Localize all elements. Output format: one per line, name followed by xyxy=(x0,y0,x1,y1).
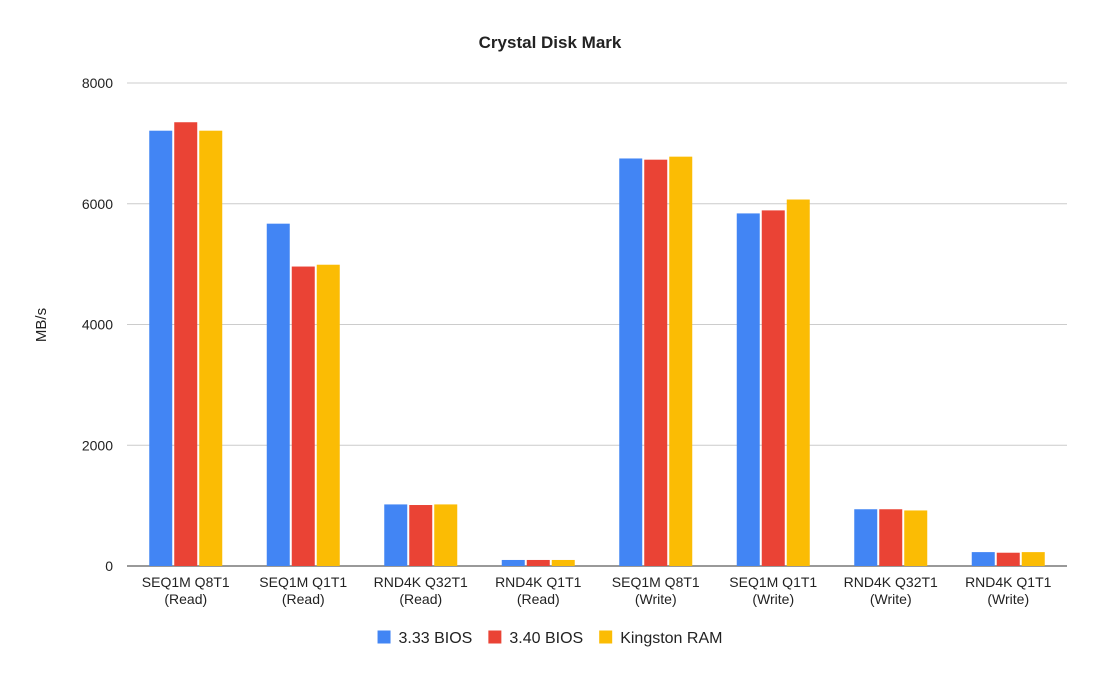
legend-label: 3.40 BIOS xyxy=(509,630,583,647)
x-tick-label: RND4K Q1T1 xyxy=(965,574,1052,590)
bar-3-40-bios-5 xyxy=(761,210,785,567)
bar-3-40-bios-7 xyxy=(996,552,1020,566)
y-tick-label: 2000 xyxy=(82,437,113,453)
y-tick-label: 4000 xyxy=(82,317,113,333)
bar-kingston-ram-6 xyxy=(904,510,928,566)
bar-3-33-bios-5 xyxy=(736,213,760,566)
bar-3-40-bios-0 xyxy=(174,122,198,567)
bar-3-40-bios-4 xyxy=(644,159,668,566)
x-tick-label: (Write) xyxy=(635,591,677,607)
bar-kingston-ram-3 xyxy=(551,559,575,566)
y-tick-label: 8000 xyxy=(82,75,113,91)
bar-3-40-bios-2 xyxy=(409,505,433,566)
bar-3-33-bios-1 xyxy=(266,223,290,566)
bar-kingston-ram-0 xyxy=(199,130,223,567)
x-tick-label: SEQ1M Q1T1 xyxy=(259,574,347,590)
y-tick-label: 6000 xyxy=(82,196,113,212)
bar-kingston-ram-2 xyxy=(434,504,458,566)
x-tick-label: (Read) xyxy=(282,591,325,607)
x-tick-label: (Write) xyxy=(752,591,794,607)
bar-3-33-bios-0 xyxy=(149,130,173,567)
bar-3-33-bios-6 xyxy=(854,509,878,566)
bar-kingston-ram-5 xyxy=(786,199,810,566)
chart-title: Crystal Disk Mark xyxy=(479,33,622,52)
x-tick-label: SEQ1M Q1T1 xyxy=(729,574,817,590)
bars-layer xyxy=(149,122,1045,567)
bar-3-40-bios-6 xyxy=(879,509,903,566)
x-tick-labels: SEQ1M Q8T1(Read)SEQ1M Q1T1(Read)RND4K Q3… xyxy=(142,574,1052,607)
x-tick-label: (Write) xyxy=(987,591,1029,607)
bar-3-40-bios-3 xyxy=(526,559,550,566)
bar-3-40-bios-1 xyxy=(291,266,315,566)
x-tick-label: (Read) xyxy=(399,591,442,607)
y-tick-label: 0 xyxy=(105,558,113,574)
legend: 3.33 BIOS 3.40 BIOS Kingston RAM xyxy=(377,630,722,647)
x-tick-label: (Write) xyxy=(870,591,912,607)
grid-layer: 0 2000 4000 6000 8000 xyxy=(82,75,1067,574)
legend-swatch xyxy=(599,630,613,644)
bar-3-33-bios-3 xyxy=(501,559,525,566)
legend-label: 3.33 BIOS xyxy=(399,630,473,647)
y-axis-label: MB/s xyxy=(33,308,50,342)
bar-kingston-ram-4 xyxy=(669,156,693,566)
bar-kingston-ram-1 xyxy=(316,264,340,566)
x-tick-label: (Read) xyxy=(164,591,207,607)
x-tick-label: RND4K Q32T1 xyxy=(374,574,468,590)
bar-3-33-bios-2 xyxy=(384,504,408,566)
bar-kingston-ram-7 xyxy=(1021,552,1045,566)
x-tick-label: SEQ1M Q8T1 xyxy=(612,574,700,590)
legend-swatch xyxy=(488,630,502,644)
legend-label: Kingston RAM xyxy=(620,630,722,647)
x-tick-label: RND4K Q1T1 xyxy=(495,574,582,590)
legend-swatch xyxy=(377,630,391,644)
x-tick-label: SEQ1M Q8T1 xyxy=(142,574,230,590)
bar-3-33-bios-4 xyxy=(619,158,643,566)
x-tick-label: RND4K Q32T1 xyxy=(844,574,938,590)
bar-3-33-bios-7 xyxy=(971,552,995,566)
x-tick-label: (Read) xyxy=(517,591,560,607)
